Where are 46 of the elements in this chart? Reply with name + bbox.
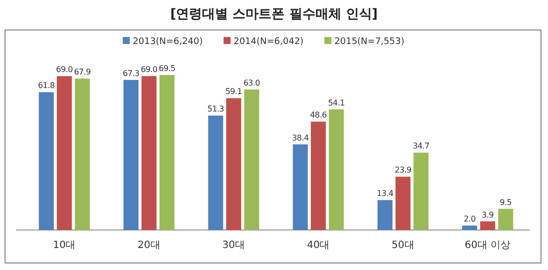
data-label: 54.1 xyxy=(328,98,345,108)
bar xyxy=(378,200,392,230)
data-label: 69.5 xyxy=(158,64,176,73)
data-label: 34.7 xyxy=(412,142,430,151)
bar xyxy=(328,109,344,230)
legend-label: 2014(N=6,042) xyxy=(234,37,304,47)
data-label: 67.9 xyxy=(74,68,91,77)
data-label: 59.1 xyxy=(225,87,242,96)
data-label: 63.0 xyxy=(243,78,260,88)
data-label: 51.3 xyxy=(207,104,224,114)
bar xyxy=(226,98,242,230)
bar xyxy=(480,221,496,230)
data-label: 69.0 xyxy=(56,65,73,74)
data-label: 13.4 xyxy=(376,189,394,198)
bar xyxy=(414,152,428,230)
legend-label: 2013(N=6,240) xyxy=(132,37,203,47)
bar xyxy=(462,226,478,230)
data-label: 2.0 xyxy=(464,214,476,224)
x-tick-label: 30대 xyxy=(222,240,246,251)
data-label: 61.8 xyxy=(38,81,55,90)
x-tick-label: 20대 xyxy=(138,240,160,251)
data-label: 3.9 xyxy=(482,210,494,220)
bar xyxy=(142,76,156,230)
x-tick-label: 50대 xyxy=(392,240,414,251)
x-tick-label: 10대 xyxy=(52,240,76,251)
x-tick-label: 60대 이상 xyxy=(464,240,511,251)
bar xyxy=(292,144,308,230)
bar xyxy=(124,80,138,230)
bar xyxy=(74,78,90,230)
data-label: 69.0 xyxy=(140,65,158,74)
data-label: 67.3 xyxy=(122,68,140,78)
chart-title: [연령대별 스마트폰 필수매체 인식] xyxy=(170,7,378,22)
data-label: 38.4 xyxy=(292,133,309,142)
bar xyxy=(310,122,326,230)
bar xyxy=(498,208,514,230)
bar xyxy=(160,75,174,230)
bar xyxy=(244,89,260,230)
bar xyxy=(56,76,72,230)
bar xyxy=(208,116,224,230)
bar xyxy=(396,176,410,230)
bar xyxy=(38,92,54,230)
data-label: 23.9 xyxy=(394,166,412,175)
legend-label: 2015(N=7,553) xyxy=(334,37,404,47)
data-label: 48.6 xyxy=(310,110,327,120)
data-label: 9.5 xyxy=(500,198,512,207)
x-tick-label: 40대 xyxy=(306,240,330,251)
